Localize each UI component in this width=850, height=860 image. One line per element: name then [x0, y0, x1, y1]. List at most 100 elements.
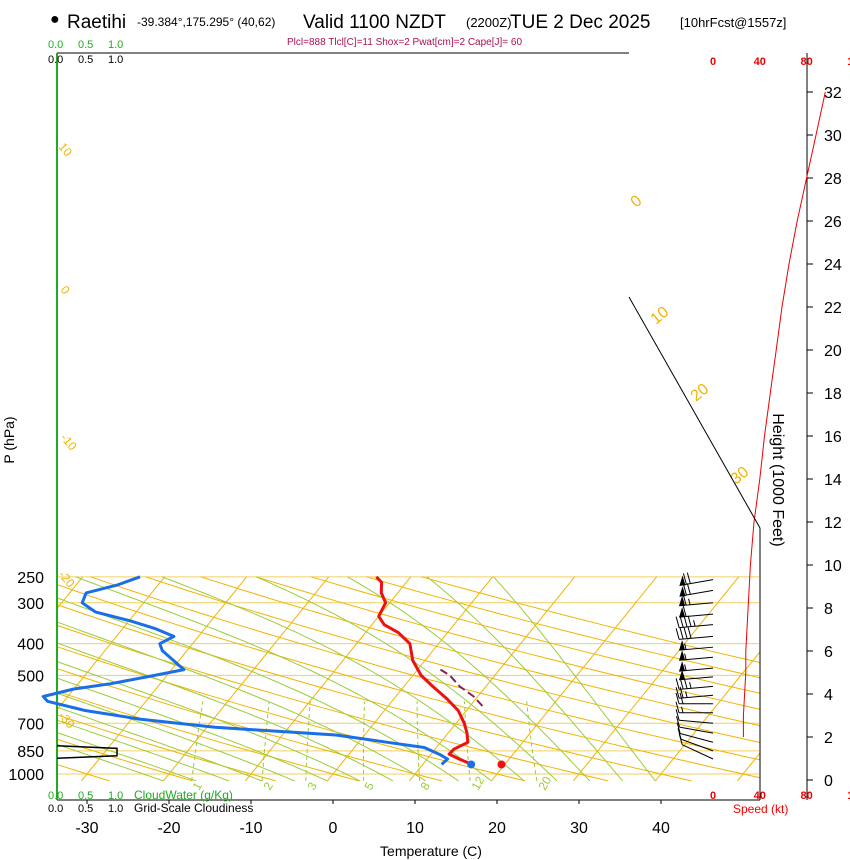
moist-adiabat — [57, 576, 459, 782]
moist-adiabat — [57, 576, 361, 782]
height-tick-label: 20 — [824, 343, 842, 360]
moist-adiabat — [493, 576, 656, 782]
height-tick-label: 30 — [824, 128, 842, 145]
wind-barb-flag — [675, 692, 680, 704]
pressure-tick-label: 300 — [17, 596, 44, 613]
height-tick-label: 22 — [824, 300, 842, 317]
speed-profile — [742, 91, 826, 737]
wind-barb-staff — [679, 726, 714, 734]
cloudiness-label: Grid-Scale Cloudiness — [134, 801, 253, 815]
wind-barb — [679, 572, 714, 587]
height-tick-label: 12 — [824, 515, 842, 532]
parcel-trace — [439, 668, 484, 707]
wind-barb-pennant — [679, 607, 686, 618]
pressure-tick-label: 400 — [17, 637, 44, 654]
height-tick-label: 26 — [824, 214, 842, 231]
height-tick-label: 24 — [824, 257, 842, 274]
wind-barb-pennant — [679, 669, 686, 680]
station-name: Raetihi — [67, 12, 127, 33]
moist-adiabat — [57, 576, 394, 782]
wind-barb-flag — [675, 701, 680, 713]
wind-barb — [679, 661, 714, 672]
height-axis-label: Height (1000 Feet) — [769, 413, 786, 546]
dry-adiabat-label: 10 — [648, 304, 673, 329]
cloudiness-tick-top: 0.0 — [48, 54, 63, 66]
wind-barb-flag — [679, 686, 684, 699]
speed-tick-top: 80 — [800, 56, 812, 68]
isotherm-line — [162, 576, 330, 782]
pressure-tick-label: 500 — [17, 668, 44, 685]
mixing-ratio-label: 8 — [417, 779, 433, 792]
dry-adiabat — [57, 576, 692, 782]
wind-barb-flag — [687, 615, 692, 627]
speed-tick-bottom: 0 — [710, 790, 716, 802]
temperature-axis-label: Temperature (C) — [380, 843, 482, 859]
mixing-ratio-label: 5 — [361, 779, 377, 792]
wind-barb-flag — [686, 583, 691, 595]
speed-tick-bottom: 12 — [847, 790, 850, 802]
wind-barb-staff — [680, 732, 714, 743]
wind-barb-flag — [676, 716, 680, 728]
wind-barb-half — [684, 653, 687, 660]
wind-barb-flag — [683, 627, 688, 639]
cloudiness-tick-top: 0.5 — [78, 54, 93, 66]
wind-barb — [675, 627, 714, 640]
wind-barb-half — [681, 706, 684, 713]
wind-barb-flag — [678, 733, 683, 745]
wind-barb-pennant — [679, 661, 686, 672]
height-tick-label: 14 — [824, 472, 842, 489]
mixing-ratio-line — [261, 701, 270, 781]
wind-barb-staff — [681, 744, 714, 760]
isotherm-label: -30 — [56, 709, 78, 732]
moist-adiabat — [57, 587, 262, 782]
temperature-tick-label: 10 — [406, 820, 424, 837]
wind-barb — [675, 709, 714, 724]
cloudiness-tick-bottom: 1.0 — [108, 803, 123, 815]
wind-barb — [675, 615, 714, 629]
cloudiness-tick-top: 1.0 — [108, 54, 123, 66]
wind-barb-flag — [675, 687, 680, 699]
wind-barb-staff — [679, 694, 714, 699]
temperature-tick-label: -10 — [239, 820, 262, 837]
wind-barb-staff — [679, 685, 714, 690]
dry-adiabat — [57, 576, 609, 782]
temperature-trace — [375, 575, 473, 766]
dry-adiabat-label: 20 — [688, 381, 713, 406]
wind-barb-flag — [682, 583, 687, 596]
cloudwater-tick-top: 1.0 — [108, 39, 123, 51]
wind-barb — [679, 650, 714, 661]
moist-adiabat — [57, 576, 328, 782]
cloudiness-tick-bottom: 0.5 — [78, 803, 93, 815]
wind-barb-staff — [679, 719, 714, 724]
wind-barb-flag — [686, 572, 691, 584]
wind-barb-flag — [682, 593, 687, 606]
forecast-info: [10hrFcst@1557z] — [680, 15, 787, 30]
wind-barb-half — [684, 664, 687, 671]
wind-barb-flag — [679, 677, 684, 690]
dry-adiabat-label: 0 — [628, 192, 646, 211]
pressure-tick-label: 700 — [17, 716, 44, 733]
dry-adiabat — [145, 576, 760, 782]
dry-adiabat — [311, 576, 760, 782]
temperature-tick-label: 20 — [488, 820, 506, 837]
height-tick-label: 32 — [824, 85, 842, 102]
isotherm-line — [0, 577, 1, 781]
wind-barb — [675, 677, 714, 690]
wind-barb — [678, 733, 714, 760]
wind-barb-flag — [679, 616, 684, 628]
moist-adiabat — [57, 576, 295, 782]
barb-region-boundary — [628, 296, 761, 529]
mixing-ratio-label: 20 — [535, 774, 554, 793]
pressure-tick-label: 1000 — [8, 767, 44, 784]
wind-barb — [676, 722, 714, 743]
wind-barb-pennant — [679, 595, 686, 606]
wind-barb — [679, 640, 714, 651]
wind-barb-flag — [687, 627, 692, 639]
mixing-ratio-line — [305, 701, 311, 781]
moist-adiabat — [255, 576, 558, 782]
wind-barb-pennant — [679, 640, 686, 651]
moist-adiabat — [347, 576, 591, 782]
speed-tick-top: 40 — [754, 56, 766, 68]
mixing-ratio-label: 2 — [260, 779, 276, 792]
moist-adiabat — [426, 576, 623, 782]
